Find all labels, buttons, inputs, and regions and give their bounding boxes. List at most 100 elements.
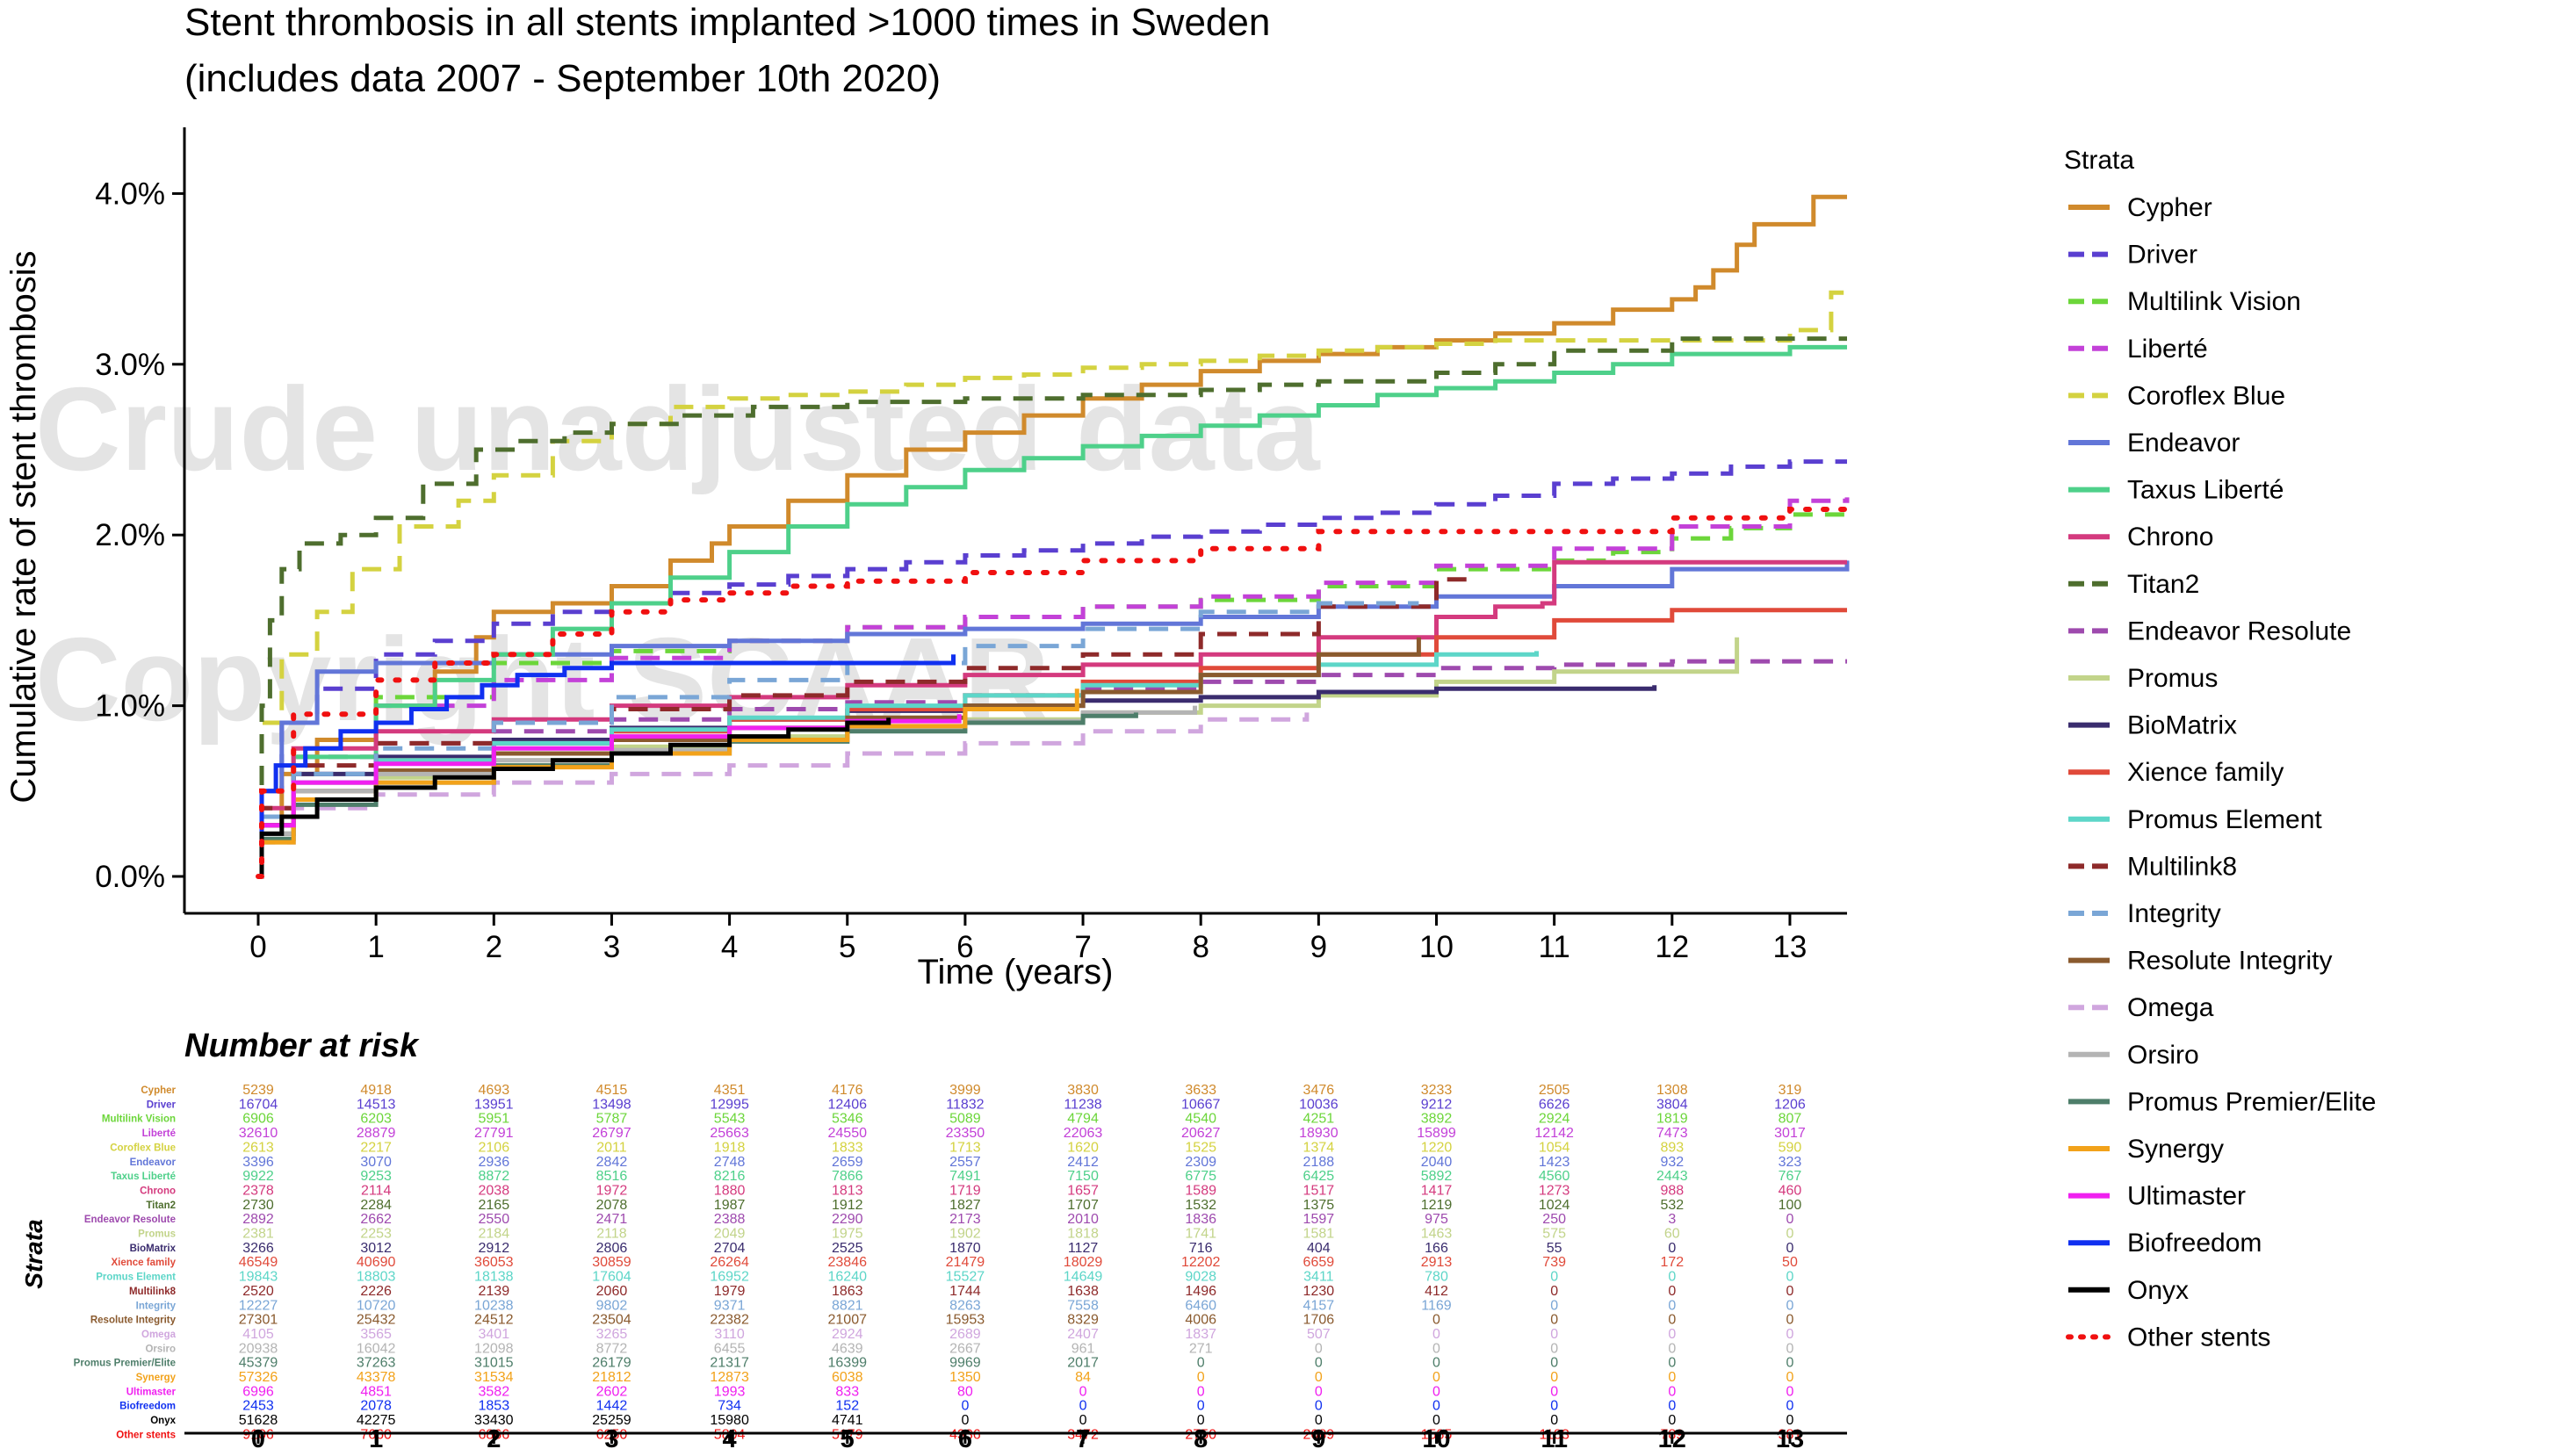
risk-row-label-coroflex-blue: Coroflex Blue (110, 1143, 176, 1153)
x-tick-label: 1 (367, 930, 384, 964)
risk-cell: 1127 (1068, 1241, 1099, 1256)
risk-cell: 1719 (949, 1183, 981, 1198)
risk-cell: 10238 (474, 1298, 514, 1313)
risk-cell: 2842 (596, 1155, 628, 1170)
risk-cell: 2049 (714, 1227, 746, 1242)
risk-cell: 1713 (949, 1140, 981, 1155)
legend-label-endeavor: Endeavor (2127, 429, 2240, 458)
risk-cell: 0 (1786, 1270, 1793, 1285)
x-tick-label: 10 (1419, 930, 1454, 964)
risk-row-label-promus-premier-elite: Promus Premier/Elite (74, 1359, 176, 1369)
risk-row-label-endeavor-resolute: Endeavor Resolute (84, 1215, 176, 1225)
risk-row-label-other-stents: Other stents (116, 1430, 176, 1440)
risk-row-label-onyx: Onyx (150, 1416, 176, 1426)
risk-cell: 12202 (1181, 1255, 1221, 1270)
risk-cell: 0 (1668, 1356, 1676, 1371)
risk-table-strata-label: Strata (20, 1219, 47, 1288)
risk-cell: 25663 (710, 1126, 749, 1141)
risk-cell: 36053 (474, 1255, 514, 1270)
risk-cell: 1657 (1067, 1183, 1099, 1198)
risk-cell: 15527 (946, 1270, 985, 1285)
risk-cell: 3266 (242, 1241, 274, 1256)
risk-cell: 2662 (360, 1212, 392, 1227)
risk-x-tick-label: 10 (1422, 1425, 1450, 1449)
risk-cell: 5346 (832, 1112, 863, 1127)
risk-cell: 6659 (1303, 1255, 1335, 1270)
risk-cell: 2443 (1656, 1169, 1688, 1184)
risk-cell: 7150 (1067, 1169, 1099, 1184)
chart-title: Stent thrombosis in all stents implanted… (184, 1, 1270, 44)
risk-cell: 0 (1432, 1327, 1440, 1342)
risk-cell: 7558 (1067, 1298, 1099, 1313)
risk-table: Cypher 5239 4918 4693 4515 4351 4176 3999 3830 36… (74, 1083, 1806, 1442)
risk-cell: 0 (1315, 1356, 1323, 1371)
risk-cell: 6455 (714, 1341, 746, 1356)
risk-cell: 26264 (710, 1255, 749, 1270)
risk-cell: 2730 (242, 1198, 274, 1213)
risk-cell: 9212 (1421, 1097, 1453, 1112)
series-line-chrono (258, 559, 1847, 879)
risk-cell: 12142 (1534, 1126, 1574, 1141)
risk-cell: 0 (1786, 1413, 1793, 1428)
risk-cell: 1220 (1421, 1140, 1453, 1155)
risk-cell: 4560 (1539, 1169, 1570, 1184)
risk-cell: 2913 (1421, 1255, 1453, 1270)
risk-row-label-promus: Promus (138, 1229, 176, 1240)
risk-cell: 19843 (239, 1270, 278, 1285)
risk-cell: 37263 (357, 1356, 396, 1371)
risk-cell: 25259 (592, 1413, 631, 1428)
series-line-synergy (258, 688, 1079, 879)
risk-x-tick-label: 8 (1194, 1425, 1208, 1449)
risk-cell: 2520 (242, 1284, 274, 1299)
risk-x-tick-label: 13 (1776, 1425, 1804, 1449)
risk-cell: 4157 (1303, 1298, 1335, 1313)
risk-cell: 45379 (239, 1356, 278, 1371)
risk-cell: 6906 (242, 1112, 274, 1127)
risk-cell: 2290 (832, 1212, 863, 1227)
risk-cell: 1423 (1539, 1155, 1570, 1170)
risk-cell: 1024 (1539, 1198, 1570, 1213)
risk-cell: 0 (1668, 1241, 1676, 1256)
risk-cell: 0 (1550, 1298, 1558, 1313)
risk-cell: 767 (1779, 1169, 1802, 1184)
risk-cell: 25432 (357, 1313, 396, 1328)
risk-cell: 6460 (1185, 1298, 1216, 1313)
risk-cell: 0 (1668, 1370, 1676, 1385)
risk-cell: 18138 (474, 1270, 514, 1285)
risk-cell: 2284 (360, 1198, 392, 1213)
risk-cell: 1517 (1303, 1183, 1335, 1198)
risk-x-tick-label: 2 (487, 1425, 501, 1449)
risk-cell: 20627 (1181, 1126, 1221, 1141)
risk-cell: 3017 (1774, 1126, 1806, 1141)
risk-cell: 2924 (832, 1327, 863, 1342)
risk-cell: 0 (1550, 1270, 1558, 1285)
risk-cell: 0 (1315, 1341, 1323, 1356)
risk-cell: 3 (1668, 1212, 1676, 1227)
legend-label-promus-premier-elite: Promus Premier/Elite (2127, 1087, 2376, 1116)
y-axis-label: Cumulative rate of stent thrombosis (4, 250, 43, 803)
risk-cell: 3401 (479, 1327, 510, 1342)
risk-cell: 1975 (832, 1227, 863, 1242)
risk-cell: 0 (1197, 1384, 1205, 1399)
risk-cell: 12995 (710, 1097, 749, 1112)
risk-cell: 1836 (1185, 1212, 1216, 1227)
risk-cell: 152 (835, 1399, 859, 1414)
risk-cell: 16399 (828, 1356, 868, 1371)
series-line-driver (258, 459, 1847, 879)
risk-cell: 8872 (479, 1169, 510, 1184)
risk-x-tick-label: 4 (723, 1425, 737, 1449)
legend-label-onyx: Onyx (2127, 1276, 2189, 1305)
risk-cell: 0 (1786, 1298, 1793, 1313)
risk-cell: 893 (1660, 1140, 1684, 1155)
risk-cell: 0 (1786, 1227, 1793, 1242)
legend-label-resolute-integrity: Resolute Integrity (2127, 947, 2332, 976)
risk-cell: 80 (957, 1384, 973, 1399)
x-tick-label: 3 (603, 930, 620, 964)
risk-cell: 15980 (710, 1413, 749, 1428)
risk-cell: 51628 (239, 1413, 278, 1428)
risk-cell: 1589 (1185, 1183, 1216, 1198)
risk-cell: 0 (1668, 1313, 1676, 1328)
risk-cell: 0 (1786, 1241, 1793, 1256)
risk-cell: 1219 (1421, 1198, 1453, 1213)
risk-row-label-titan2: Titan2 (146, 1200, 176, 1211)
